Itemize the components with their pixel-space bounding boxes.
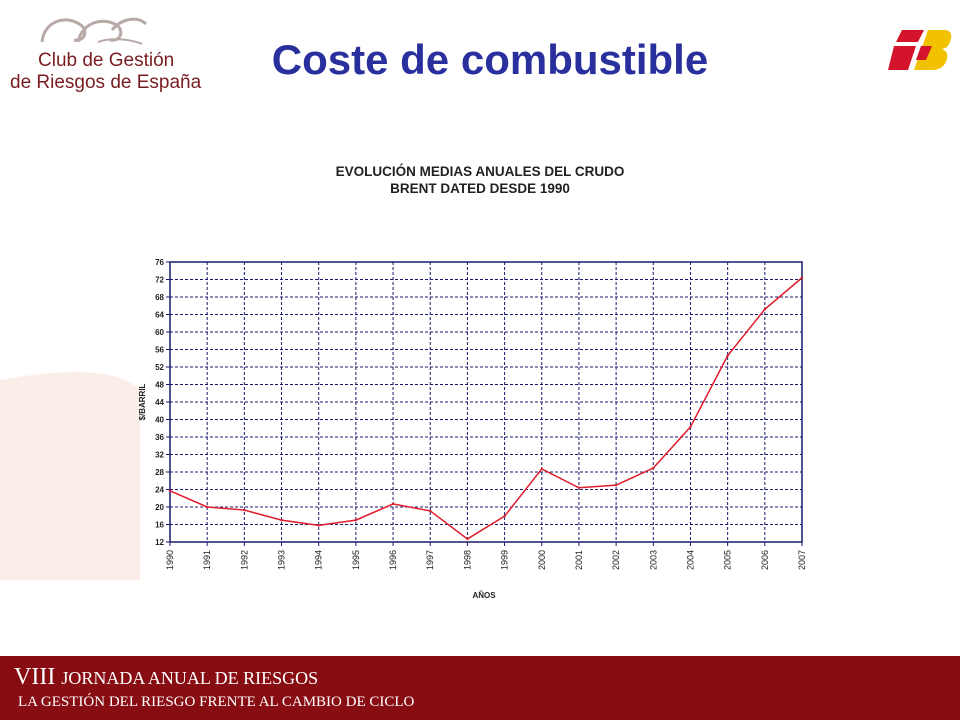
x-tick-label: 2006 xyxy=(760,550,770,570)
x-axis-label: AÑOS xyxy=(472,591,496,600)
footer-roman: VIII xyxy=(14,664,56,690)
data-point xyxy=(205,505,209,509)
y-tick-label: 64 xyxy=(155,311,164,320)
footer-line-1: VIII JORNADA ANUAL DE RIESGOS xyxy=(14,664,318,691)
y-tick-label: 12 xyxy=(155,538,164,547)
data-point xyxy=(763,308,767,311)
y-tick-label: 40 xyxy=(155,416,164,425)
y-tick-label: 16 xyxy=(155,521,164,530)
plot-frame xyxy=(169,261,803,543)
data-point xyxy=(614,483,618,487)
chart-title: EVOLUCIÓN MEDIAS ANUALES DEL CRUDO BRENT… xyxy=(280,163,680,197)
data-point xyxy=(243,508,246,512)
y-tick-label: 36 xyxy=(155,433,164,442)
chart-title-line-2: BRENT DATED DESDE 1990 xyxy=(390,181,570,196)
y-tick-label: 48 xyxy=(155,381,164,390)
data-point xyxy=(466,537,469,541)
x-tick-label: 2002 xyxy=(611,550,621,570)
x-tick-label: 2001 xyxy=(574,550,584,570)
data-point xyxy=(317,524,320,527)
x-tick-label: 1993 xyxy=(277,550,287,570)
data-point xyxy=(503,514,506,518)
x-tick-label: 1996 xyxy=(388,550,398,570)
y-tick-label: 20 xyxy=(155,503,164,512)
background-swoosh xyxy=(0,372,140,580)
logo-line-1: Club de Gestión xyxy=(38,50,175,71)
data-point xyxy=(726,354,729,357)
y-tick-label: 28 xyxy=(155,468,164,477)
x-tick-label: 1999 xyxy=(500,550,510,570)
x-tick-label: 2003 xyxy=(648,550,658,570)
y-tick-label: 44 xyxy=(155,398,164,407)
footer-line-2: LA GESTIÓN DEL RIESGO FRENTE AL CAMBIO D… xyxy=(18,694,415,710)
x-tick-label: 1991 xyxy=(202,550,212,570)
footer-line-1-text: JORNADA ANUAL DE RIESGOS xyxy=(61,668,319,688)
page-title: Coste de combustible xyxy=(271,36,709,83)
club-logo: Club de Gestión de Riesgos de España xyxy=(8,8,201,93)
y-tick-label: 24 xyxy=(155,486,164,495)
data-point xyxy=(168,489,172,493)
chart-title-line-1: EVOLUCIÓN MEDIAS ANUALES DEL CRUDO xyxy=(335,164,625,179)
data-point xyxy=(652,466,655,470)
data-point xyxy=(280,518,283,522)
data-point xyxy=(429,509,432,513)
x-tick-label: 1995 xyxy=(351,550,361,570)
x-tick-label: 2004 xyxy=(685,550,695,570)
data-point xyxy=(540,467,543,471)
y-tick-label: 52 xyxy=(155,363,164,372)
y-tick-label: 32 xyxy=(155,451,164,460)
x-tick-label: 1994 xyxy=(314,550,324,570)
x-tick-label: 1990 xyxy=(165,550,175,570)
brent-price-line-chart: 12 16 20 24 28 32 36 40 44 48 52 56 60 64 68 72 76 1990 19… xyxy=(138,258,807,600)
x-tick-label: 1997 xyxy=(425,550,435,570)
y-axis-label: $/BARRIL xyxy=(138,383,147,420)
series-line xyxy=(169,277,803,540)
logo-line-2: de Riesgos de España xyxy=(10,72,202,93)
y-tick-label: 56 xyxy=(155,346,164,355)
x-tick-label: 2005 xyxy=(723,550,733,570)
y-tick-label: 72 xyxy=(155,276,164,285)
data-point xyxy=(689,425,692,429)
y-tick-label: 60 xyxy=(155,328,164,337)
airline-brand-logo-icon xyxy=(888,30,952,70)
data-point xyxy=(577,486,581,489)
data-point xyxy=(800,276,804,279)
y-tick-label: 76 xyxy=(155,258,164,267)
y-tick-label: 68 xyxy=(155,293,164,302)
club-swirl-logo-icon xyxy=(40,17,148,45)
x-tick-label: 1992 xyxy=(239,550,249,570)
footer-bar xyxy=(0,656,960,720)
x-tick-label: 1998 xyxy=(462,550,472,570)
x-tick-label: 2007 xyxy=(797,550,807,570)
data-point xyxy=(354,518,358,522)
x-tick-label: 2000 xyxy=(537,550,547,570)
data-point xyxy=(391,502,395,506)
